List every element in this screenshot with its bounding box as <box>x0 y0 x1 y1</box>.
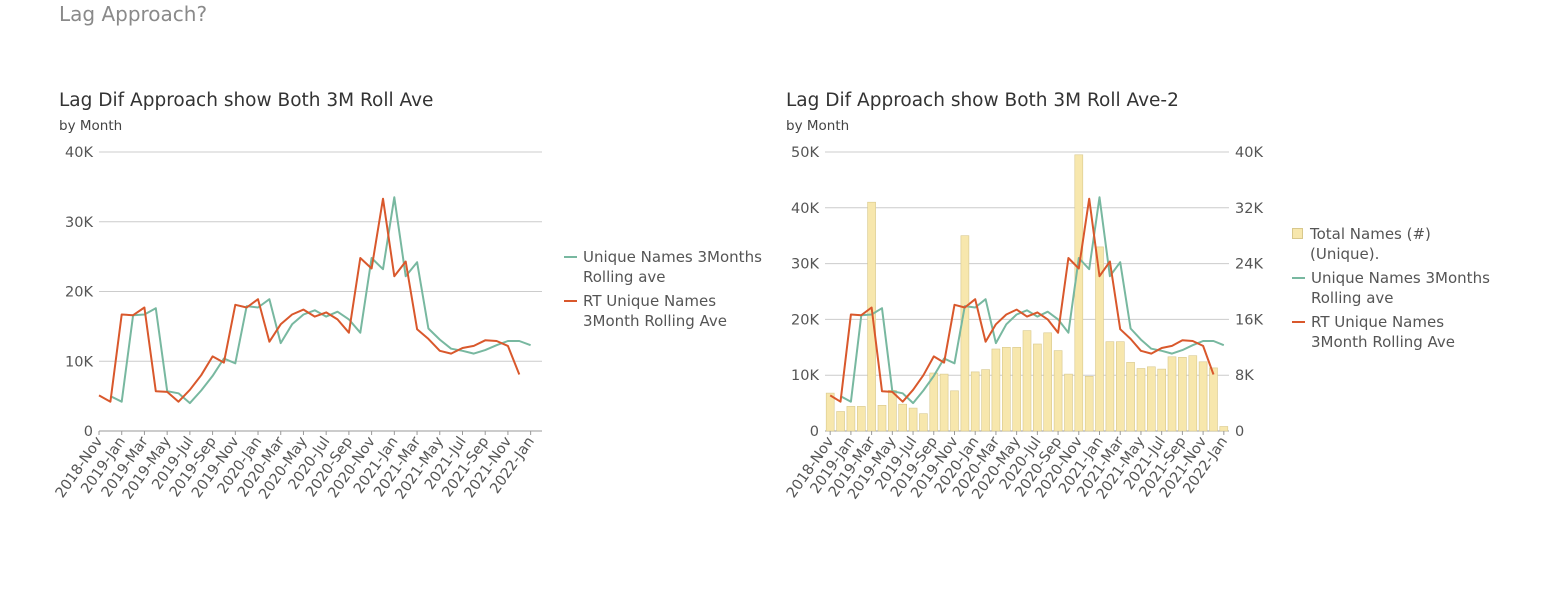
legend-label: Unique Names 3Months <box>583 248 762 266</box>
y-tick-label-left: 20K <box>791 312 819 328</box>
page-title: Lag Approach? <box>59 2 208 26</box>
bar-total-names <box>950 390 959 432</box>
bar-total-names <box>888 389 897 432</box>
bar-total-names <box>1209 367 1218 432</box>
bar-total-names <box>867 201 876 432</box>
legend-label: 3Month Rolling Ave <box>1311 332 1456 351</box>
bar-total-names <box>898 403 908 432</box>
bar-total-names <box>856 406 866 432</box>
y-tick-label-right: 40K <box>1235 145 1263 161</box>
series-line-unique-names <box>840 196 1225 405</box>
y-tick-label: 40K <box>65 145 93 161</box>
y-tick-label-left: 50K <box>791 145 819 161</box>
legend-item-unique-names[interactable]: Unique Names 3Months Rolling ave <box>1292 269 1490 308</box>
chart1-subtitle: by Month <box>59 118 123 134</box>
y-tick-label-left: 40K <box>791 201 819 217</box>
legend-swatch-unique-names <box>564 256 577 258</box>
y-tick-label: 0 <box>84 424 93 440</box>
bar-total-names <box>836 411 845 432</box>
bar-total-names <box>970 371 980 432</box>
y-tick-label: 10K <box>65 354 93 370</box>
y-tick-label-right: 32K <box>1235 201 1263 217</box>
bar-total-names <box>1064 373 1073 432</box>
y-tick-label: 20K <box>65 285 93 301</box>
chart2-title: Lag Dif Approach show Both 3M Roll Ave-2 <box>786 90 1179 111</box>
bar-total-names <box>1105 341 1115 432</box>
y-tick-label-right: 0 <box>1235 424 1244 440</box>
series-line-rt-unique-names <box>829 197 1215 403</box>
bar-total-names <box>919 413 928 432</box>
y-tick-label: 30K <box>65 215 93 231</box>
bar-total-names <box>981 369 990 432</box>
y-tick-label-left: 0 <box>810 424 819 440</box>
bar-total-names <box>825 392 835 432</box>
bar-total-names <box>877 404 887 432</box>
bar-total-names <box>1167 356 1177 432</box>
chart2-legend[interactable]: Total Names (#) (Unique). Unique Names 3M… <box>1292 225 1490 357</box>
legend-swatch-total-names <box>1292 228 1303 239</box>
bar-total-names <box>1022 330 1032 432</box>
bar-total-names <box>1033 343 1042 432</box>
bar-total-names <box>1178 356 1187 432</box>
bar-total-names <box>1188 355 1198 432</box>
series-line-rt-unique-names <box>98 197 521 403</box>
chart2-subtitle: by Month <box>786 118 850 134</box>
bar-total-names <box>846 406 856 432</box>
bar-total-names <box>1053 350 1063 432</box>
legend-label: Unique Names 3Months <box>1311 269 1490 287</box>
legend-label: (Unique). <box>1310 244 1380 263</box>
bar-total-names <box>1198 361 1208 432</box>
bar-total-names <box>1084 375 1094 432</box>
bar-total-names <box>929 372 939 432</box>
legend-label: Rolling ave <box>583 267 666 286</box>
bar-total-names <box>1147 366 1156 432</box>
y-tick-label-left: 30K <box>791 257 819 273</box>
legend-item-total-names[interactable]: Total Names (#) (Unique). <box>1292 225 1490 264</box>
bar-total-names <box>908 407 918 432</box>
bar-total-names <box>991 348 1001 432</box>
y-tick-label-right: 16K <box>1235 312 1263 328</box>
legend-item-unique-names[interactable]: Unique Names 3Months Rolling ave <box>564 248 762 287</box>
bar-total-names <box>1001 346 1011 432</box>
bar-total-names <box>1136 368 1146 432</box>
chart1-legend[interactable]: Unique Names 3Months Rolling ave RT Uniqu… <box>564 248 762 336</box>
bar-total-names <box>1126 362 1135 432</box>
bar-total-names <box>1219 426 1229 432</box>
bar-total-names <box>960 235 970 432</box>
legend-label: RT Unique Names <box>1311 313 1445 331</box>
legend-label: Rolling ave <box>1311 288 1394 307</box>
bar-total-names <box>1157 368 1166 432</box>
bar-total-names <box>1116 341 1125 432</box>
legend-swatch-unique-names <box>1292 277 1305 279</box>
chart1-title: Lag Dif Approach show Both 3M Roll Ave <box>59 90 434 111</box>
legend-swatch-rt-unique-names <box>564 300 577 302</box>
bar-total-names <box>1012 346 1022 432</box>
legend-swatch-rt-unique-names <box>1292 321 1305 323</box>
bar-total-names <box>939 373 949 432</box>
y-tick-label-left: 10K <box>791 368 819 384</box>
bar-total-names <box>1074 154 1084 432</box>
bar-total-names <box>1043 332 1052 432</box>
legend-label: Total Names (#) <box>1310 225 1431 243</box>
legend-label: 3Month Rolling Ave <box>583 311 728 330</box>
legend-label: RT Unique Names <box>583 292 717 310</box>
y-tick-label-right: 8K <box>1235 368 1254 384</box>
legend-item-rt-unique-names[interactable]: RT Unique Names 3Month Rolling Ave <box>564 292 762 331</box>
y-tick-label-right: 24K <box>1235 257 1263 273</box>
legend-item-rt-unique-names[interactable]: RT Unique Names 3Month Rolling Ave <box>1292 313 1490 352</box>
